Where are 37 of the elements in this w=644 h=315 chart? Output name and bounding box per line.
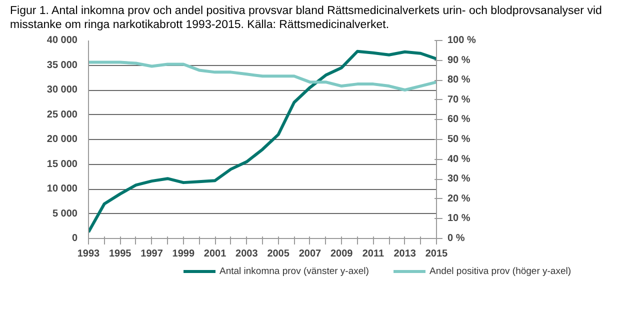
x-tick-label: 1999 [172,248,195,260]
x-tick-label: 2001 [204,248,227,260]
y-tick-label: 10 000 [46,184,78,194]
x-tick-label: 2009 [330,248,354,260]
y2-tick-label: 40 % [448,154,470,165]
x-tick-label: 2003 [236,248,258,260]
y2-tick-label: 50 % [448,134,470,145]
y-tick-label: 20 000 [46,134,78,145]
y2-tick-label: 70 % [448,94,470,106]
y2-tick-label: 20 % [448,193,470,204]
y-tick-label: 25 000 [46,109,78,120]
x-tick-label: 2011 [362,248,385,260]
y2-tick-label: 10 % [448,213,470,224]
x-tick-label: 1995 [109,248,132,260]
y2-tick-label: 0 % [448,233,465,244]
y-tick-label: 15 000 [46,158,78,170]
y-tick-label: 30 000 [46,84,78,96]
x-tick-label: 1993 [77,248,100,260]
x-tick-label: 2005 [267,248,290,260]
x-tick-label: 2007 [298,248,322,260]
y-tick-label: 0 [72,233,78,244]
y-tick-label: 35 000 [46,60,78,71]
legend-label: Andel positiva prov (höger y-axel) [430,266,572,277]
x-tick-label: 2015 [425,248,448,260]
legend-label: Antal inkomna prov (vänster y-axel) [220,266,369,277]
y2-tick-label: 60 % [448,114,470,126]
y-tick-label: 40 000 [46,35,78,46]
y2-tick-label: 90 % [448,54,470,66]
x-tick-label: 2013 [394,248,416,260]
chart-title: Figur 1. Antal inkomna prov och andel positiva provsvar bland Rättsmedicinalverkets urin- och blodprovsanalyser vid misstanke om ringa narkotikabrott 1993-2015. Källa: Rättsmedicinalverket. [10,4,603,32]
line-series [88,60,436,92]
y2-tick-label: 30 % [448,174,470,185]
x-tick-label: 1997 [140,248,164,260]
y-tick-label: 5 000 [52,208,78,220]
y2-tick-label: 100 % [448,35,476,46]
y2-tick-label: 80 % [448,74,470,86]
line-series [88,50,436,234]
